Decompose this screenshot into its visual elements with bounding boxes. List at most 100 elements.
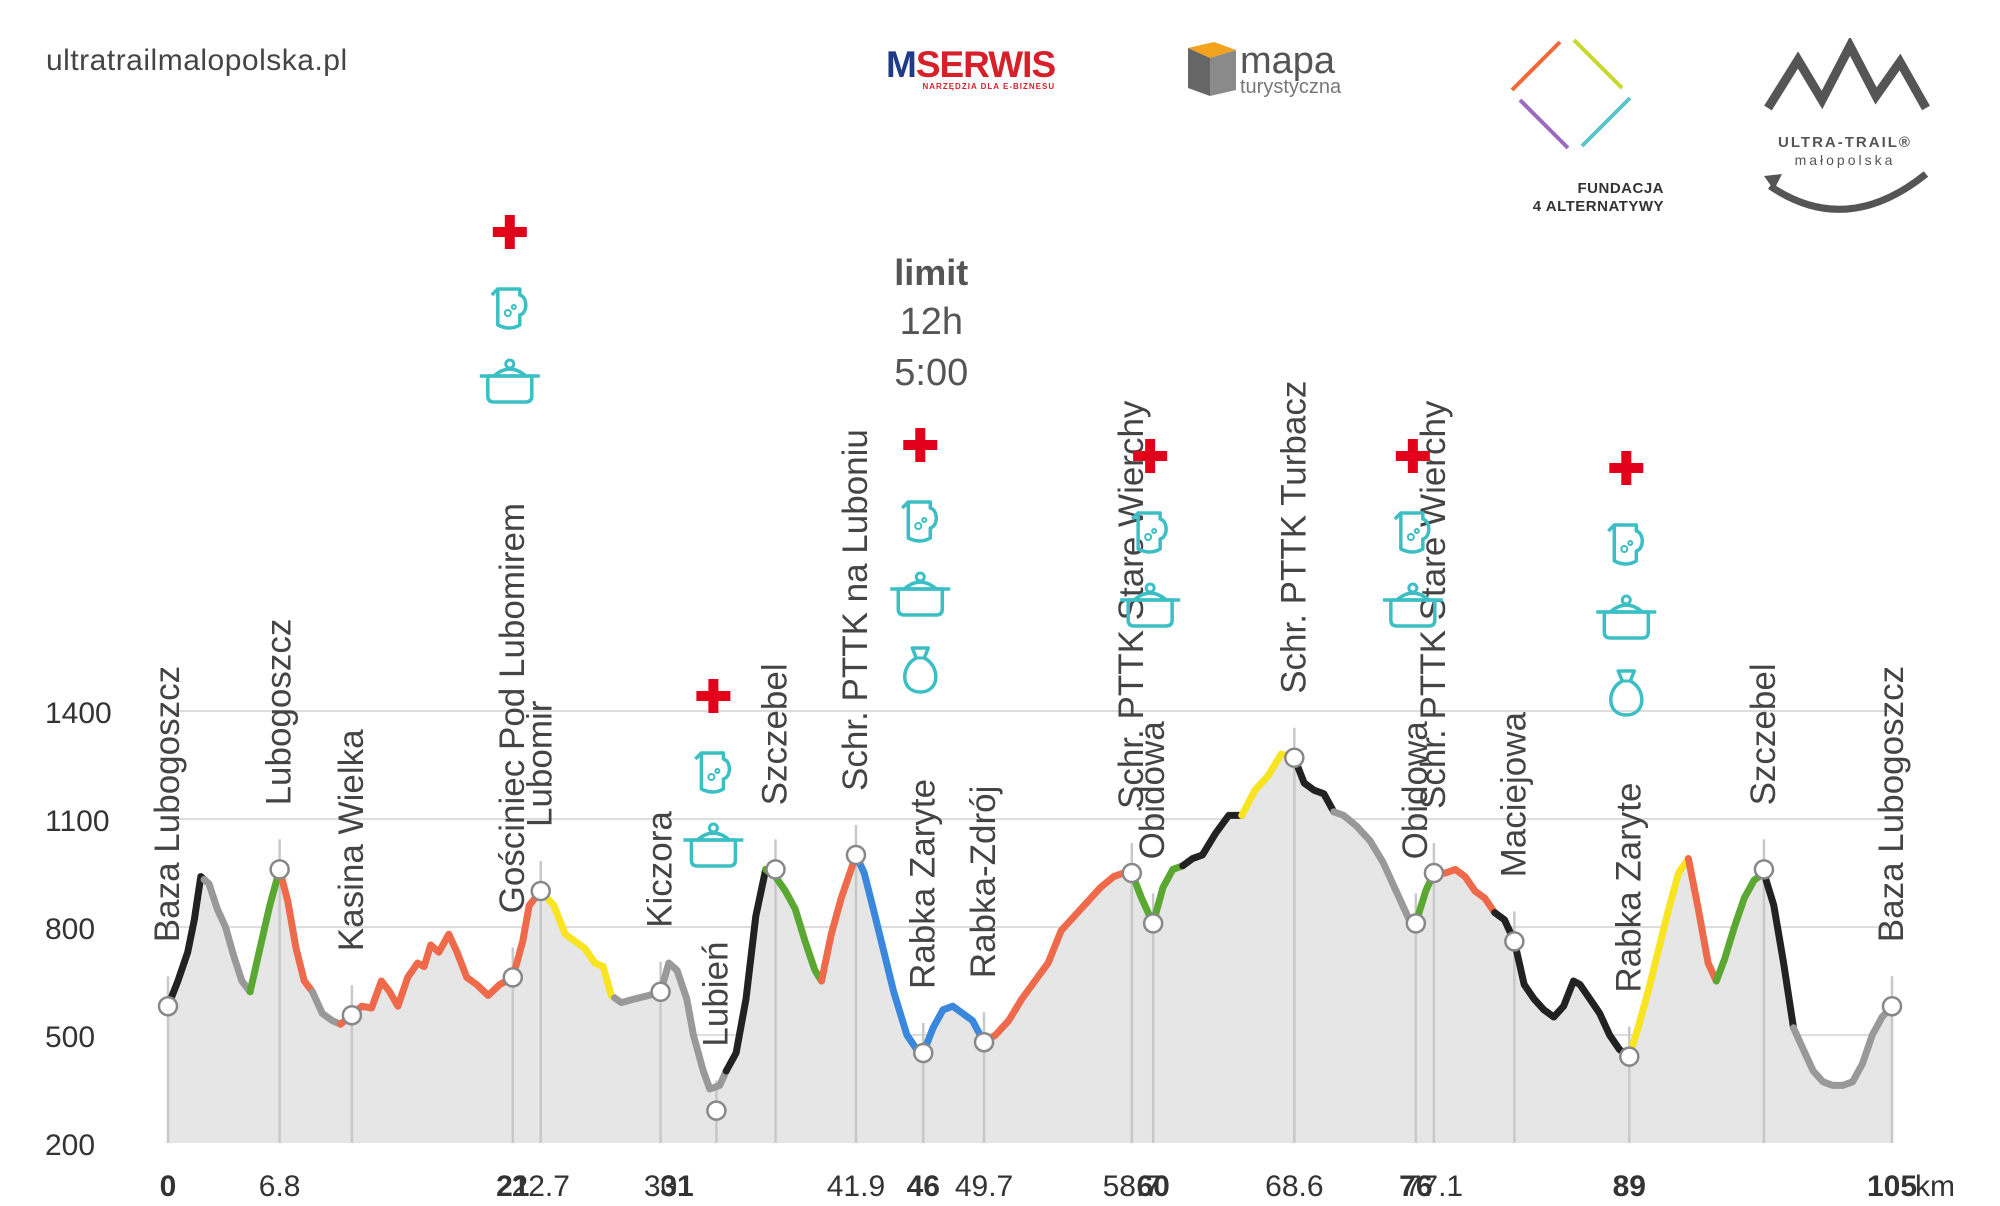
waypoint-label: Gościniec Pod Lubomirem (493, 503, 532, 913)
limit-label: limit (894, 252, 968, 293)
waypoint-marker (650, 981, 671, 1003)
site-url[interactable]: ultratrailmalopolska.pl (46, 44, 348, 77)
food-icon (479, 358, 540, 404)
waypoint-marker (1121, 862, 1143, 884)
waypoint-marker (973, 1031, 995, 1053)
profile-segment-black (1290, 754, 1338, 816)
waypoint-label: Baza Lubogoszcz (1872, 666, 1911, 942)
waypoint-label: Lubomir (521, 700, 560, 827)
profile-segment-orange (980, 869, 1136, 1046)
profile-segment-gray (309, 988, 344, 1028)
x-tick-label: 41.9 (827, 1170, 885, 1203)
profile-segment-green (1712, 869, 1768, 985)
waypoint-label: Szczebel (1744, 663, 1783, 805)
waypoint-label: Kiczora (641, 811, 680, 928)
medical-icon (1609, 451, 1644, 485)
mapa-turystyczna-logo: mapa turystyczna (1184, 40, 1341, 105)
drink-icon (901, 500, 939, 543)
y-tick-label: 200 (45, 1129, 95, 1162)
x-tick-label: 6.8 (259, 1170, 301, 1203)
x-tick-label: 77.1 (1405, 1170, 1463, 1203)
drink-icon (694, 751, 732, 794)
y-tick-label: 800 (45, 913, 95, 946)
waypoint-label: Lubień (696, 941, 735, 1046)
x-tick-label: 58.7 (1103, 1170, 1161, 1203)
y-tick-label: 1400 (45, 697, 112, 730)
profile-segment-black (722, 865, 770, 1075)
drink-icon (1393, 511, 1431, 554)
waypoint-label: Schr. PTTK na Luboniu (836, 429, 875, 791)
profile-segment-orange (276, 865, 316, 996)
waypoint-marker (502, 967, 524, 988)
food-icon (683, 822, 744, 868)
profile-segment-black (1179, 811, 1246, 870)
profile-segment-yellow (1625, 855, 1692, 1061)
waypoint-marker (1753, 859, 1775, 880)
x-tick-label: 30 (644, 1170, 677, 1203)
profile-segment-orange (1430, 865, 1499, 917)
x-tick-label: 49.7 (955, 1170, 1013, 1203)
x-tick-label: 68.6 (1265, 1170, 1323, 1203)
waypoint-marker (157, 995, 179, 1017)
mserwis-logo: MSERWIS NARZĘDZIA DLA E-BIZNESU (886, 44, 1056, 91)
waypoint-label: Rabka-Zdrój (964, 786, 1003, 979)
x-tick-label: 76 (1399, 1170, 1432, 1203)
drink-icon (1607, 523, 1645, 566)
elevation-area (168, 754, 1892, 1143)
medical-icon (1133, 439, 1168, 473)
waypoint-label: Kasina Wielka (332, 729, 371, 951)
x-tick-label: 31 (660, 1170, 693, 1203)
diamond-arrows-icon (1510, 38, 1632, 150)
x-tick-label: 22.7 (512, 1170, 570, 1203)
medical-icon (903, 428, 938, 462)
profile-segment-black (164, 873, 208, 1010)
profile-segment-orange (1684, 855, 1720, 985)
medical-icon (1395, 439, 1430, 473)
waypoint-marker (269, 859, 290, 880)
food-icon (890, 571, 951, 617)
waypoint-label: Obidowa (1133, 721, 1172, 860)
waypoint-marker (1881, 995, 1903, 1017)
medical-icon (492, 215, 527, 249)
profile-segment-black (1491, 909, 1633, 1061)
waypoint-marker (1405, 913, 1427, 934)
waypoint-marker (1284, 747, 1305, 769)
bag-icon (903, 646, 938, 694)
waypoint-label: Schr. PTTK Stare Wierchy (1112, 400, 1151, 809)
x-tick-label: 46 (907, 1170, 940, 1203)
limit-time: 5:00 (894, 352, 968, 394)
waypoint-label: Baza Lubogoszcz (148, 666, 187, 942)
food-icon (1382, 582, 1443, 628)
waypoint-label: Maciejowa (1494, 712, 1533, 878)
mountain-logo-icon (1764, 36, 1930, 213)
y-tick-label: 1100 (45, 805, 110, 838)
profile-segment-gray (200, 876, 254, 996)
bag-icon (1609, 669, 1644, 717)
x-tick-label: 21 (496, 1170, 529, 1203)
drink-icon (1130, 511, 1168, 554)
x-tick-label: 60 (1136, 1170, 1169, 1203)
waypoint-label: Lubogoszcz (260, 619, 299, 806)
waypoint-marker (1504, 931, 1525, 952)
x-axis-unit: km (1915, 1170, 1955, 1203)
profile-segment-gray (1790, 1002, 1896, 1089)
profile-segment-black (1760, 869, 1797, 1032)
waypoint-marker (706, 1100, 727, 1121)
waypoint-marker (341, 1004, 363, 1026)
profile-segment-green (246, 865, 284, 996)
waypoint-marker (530, 880, 551, 902)
waypoint-marker (1619, 1046, 1640, 1067)
profile-segment-yellow (537, 887, 619, 1002)
limit-hours: 12h (900, 301, 963, 343)
fundacja-logo: FUNDACJA 4 ALTERNATYWY (1482, 38, 1672, 215)
waypoint-marker (765, 859, 786, 880)
waypoint-marker (1142, 913, 1164, 934)
food-icon (1596, 594, 1657, 640)
x-tick-label: 0 (160, 1170, 177, 1203)
profile-segment-gray (1330, 808, 1420, 927)
waypoint-label: Rabka Zaryte (903, 779, 942, 989)
x-tick-label: 89 (1613, 1170, 1646, 1203)
ultra-trail-logo: ULTRA-TRAIL® małopolska (1750, 36, 1940, 243)
